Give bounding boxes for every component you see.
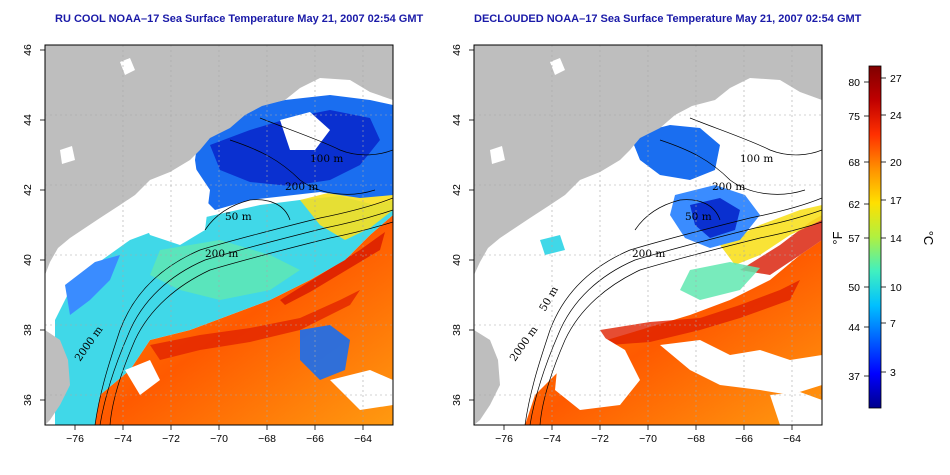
blue-patch-shelf (65, 255, 120, 315)
cb-c-tick-label: 7 (890, 318, 896, 330)
depth-contours (524, 117, 822, 425)
x-tick-label: −68 (687, 433, 705, 445)
x-tick-label: −72 (162, 433, 180, 445)
x-tick-label: −74 (114, 433, 132, 445)
cloud-patch (330, 370, 393, 410)
cb-f-tick-label: 37 (848, 371, 860, 383)
right-panel-title: DECLOUDED NOAA–17 Sea Surface Temperatur… (474, 13, 862, 25)
cb-c-tick-label: 10 (890, 282, 902, 294)
x-tick-label: −70 (639, 433, 657, 445)
cloud-patch (660, 340, 822, 395)
cb-f-tick-label: 57 (848, 233, 860, 245)
gulf-stream-core (150, 290, 360, 360)
graticule (45, 45, 393, 425)
right-map: 100 m 200 m 200 m 50 m 2000 m 50 m (473, 44, 823, 426)
contour-label: 200 m (712, 181, 745, 193)
colorbar-ticks: 80 75 68 62 57 50 44 37 27 24 20 17 14 10 7 3 (848, 73, 902, 383)
x-tick-label: −76 (495, 433, 513, 445)
contour-label: 100 m (310, 153, 343, 165)
cloud-patch (55, 220, 130, 270)
right-axes: −76 −74 −72 −70 −68 −66 −64 46 44 42 40 38 36 (451, 44, 801, 445)
yellow-band (300, 190, 393, 240)
cb-f-tick-label: 75 (848, 111, 860, 123)
colorbar-bar (868, 65, 882, 409)
cb-c-tick-label: 27 (890, 73, 902, 85)
cloud-patch (770, 392, 822, 425)
y-tick-label: 40 (22, 254, 34, 266)
left-map: 100 m 200 m 200 m 50 m 2000 m (44, 44, 394, 426)
cb-c-tick-label: 20 (890, 157, 902, 169)
x-tick-label: −74 (543, 433, 561, 445)
land (474, 330, 500, 425)
white-lake (490, 146, 505, 164)
contour-label: 50 m (685, 211, 712, 223)
cloud-patch (555, 335, 640, 410)
cb-f-tick-label: 50 (848, 282, 860, 294)
x-tick-label: −70 (210, 433, 228, 445)
cb-f-tick-label: 62 (848, 199, 860, 211)
cb-c-tick-label: 3 (890, 367, 896, 379)
x-tick-label: −66 (306, 433, 324, 445)
colorbar: 80 75 68 62 57 50 44 37 27 24 20 17 14 10 7 3 °F °C (830, 65, 936, 409)
y-tick-label: 40 (451, 254, 463, 266)
gulf-stream-filament (740, 215, 822, 275)
y-tick-label: 36 (451, 394, 463, 406)
land (45, 45, 393, 275)
slope-water (55, 196, 393, 425)
cold-patch (690, 198, 740, 238)
graticule (474, 45, 822, 425)
blue-patch-south (300, 325, 350, 380)
slope-water (680, 262, 760, 300)
x-tick-label: −68 (258, 433, 276, 445)
contour-label: 200 m (205, 248, 238, 260)
y-tick-label: 46 (451, 44, 463, 56)
x-tick-label: −72 (591, 433, 609, 445)
y-tick-label: 38 (451, 324, 463, 336)
cb-c-tick-label: 14 (890, 233, 902, 245)
cb-c-tick-label: 17 (890, 195, 902, 207)
contour-label: 200 m (285, 181, 318, 193)
yellow-band (720, 205, 822, 265)
y-tick-label: 44 (22, 114, 34, 126)
gulf-stream-core (600, 280, 800, 345)
contour-label: 50 m (225, 211, 252, 223)
x-tick-label: −66 (735, 433, 753, 445)
depth-contours (94, 117, 393, 425)
left-panel-title: RU COOL NOAA–17 Sea Surface Temperature … (55, 13, 424, 25)
y-tick-label: 42 (451, 184, 463, 196)
y-tick-label: 42 (22, 184, 34, 196)
y-tick-label: 44 (451, 114, 463, 126)
white-lake (550, 58, 565, 75)
cb-f-tick-label: 44 (848, 322, 860, 334)
x-tick-label: −64 (783, 433, 801, 445)
fahrenheit-unit-label: °F (830, 231, 845, 244)
land (474, 45, 822, 275)
white-lake (120, 58, 135, 75)
cb-f-tick-label: 80 (848, 77, 860, 89)
y-tick-label: 46 (22, 44, 34, 56)
land (45, 330, 70, 425)
y-tick-label: 38 (22, 324, 34, 336)
celsius-unit-label: °C (921, 231, 936, 246)
x-tick-label: −64 (354, 433, 372, 445)
cloud-patch (125, 360, 160, 395)
cb-c-tick-label: 24 (890, 110, 902, 122)
y-tick-label: 36 (22, 394, 34, 406)
contour-label: 200 m (632, 248, 665, 260)
contour-label: 100 m (740, 153, 773, 165)
white-lake (60, 146, 75, 164)
cb-f-tick-label: 68 (848, 157, 860, 169)
shelf-water (630, 125, 720, 180)
cyan-patch (540, 235, 565, 255)
gulf-stream-filament (280, 232, 385, 305)
cloud-patch (135, 160, 210, 245)
left-axes: −76 −74 −72 −70 −68 −66 −64 46 44 42 40 38 36 (22, 44, 372, 445)
x-tick-label: −76 (66, 433, 84, 445)
